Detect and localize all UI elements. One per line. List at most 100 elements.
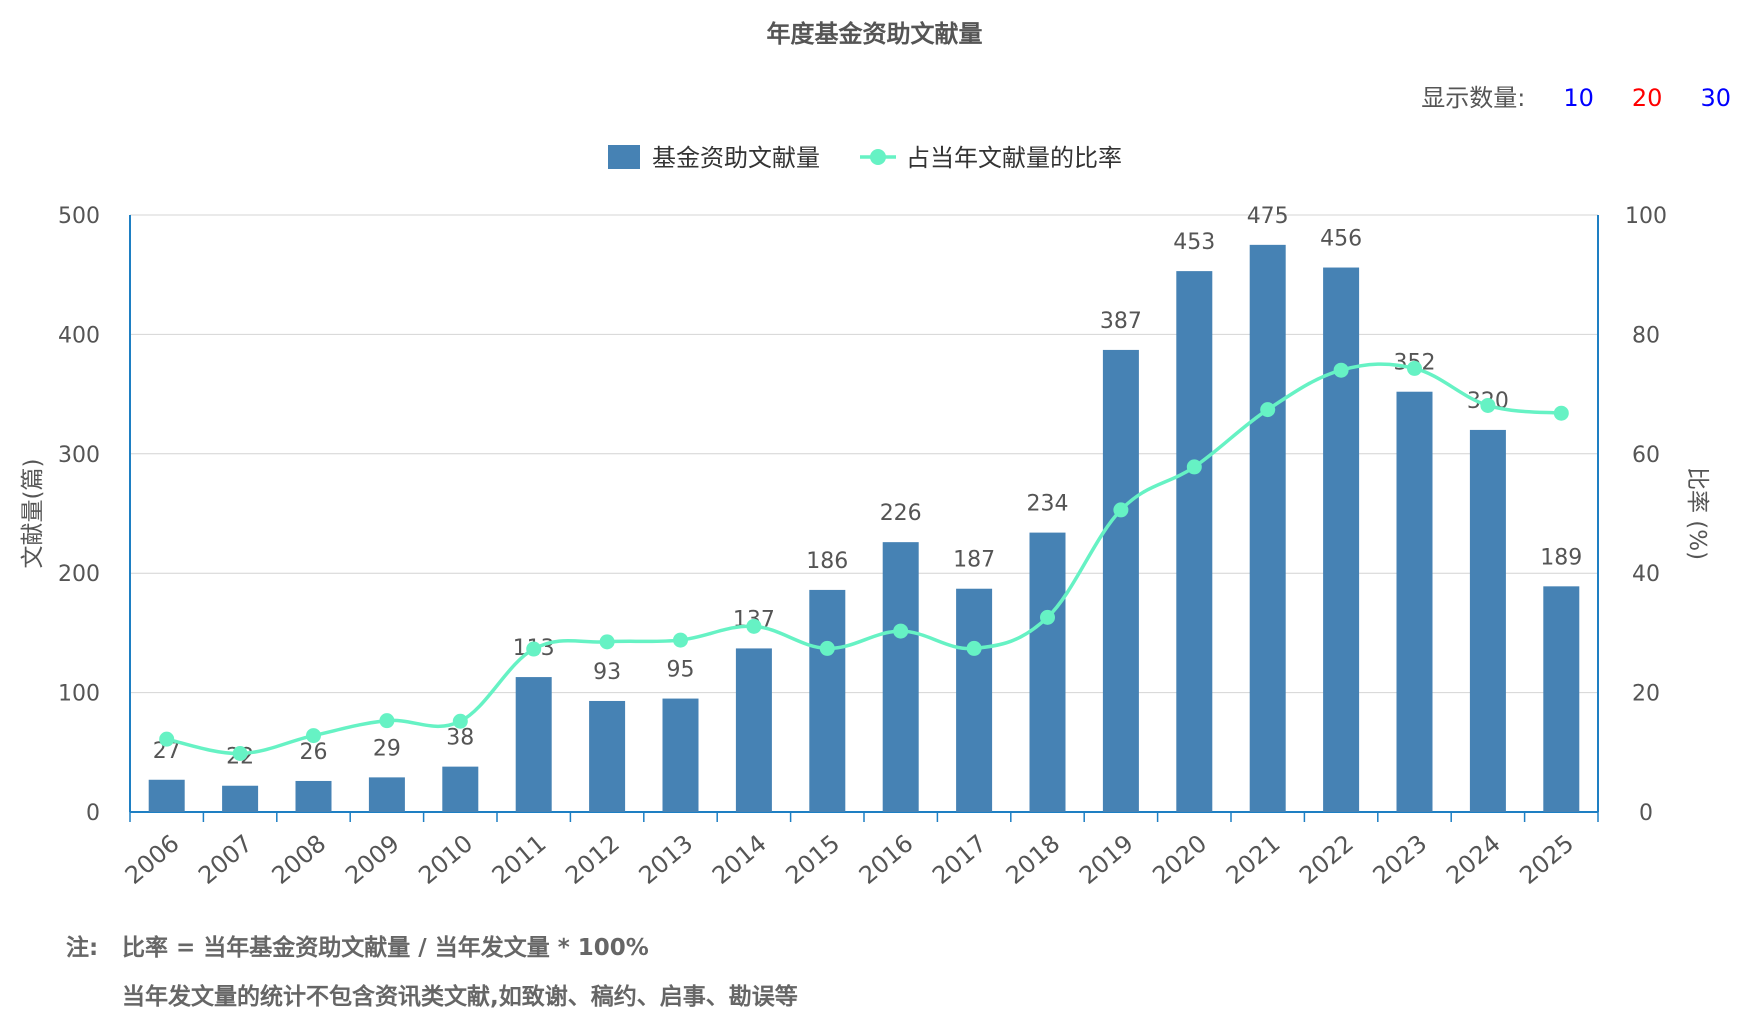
y-axis-title: 文献量(篇) [20, 459, 46, 569]
x-tick-label: 2009 [340, 829, 405, 890]
rate-point [1480, 397, 1496, 413]
x-tick-label: 2006 [120, 829, 185, 890]
x-tick-label: 2017 [927, 829, 992, 890]
y-tick-label: 0 [86, 801, 100, 826]
rate-point [1333, 362, 1349, 378]
rate-point [966, 640, 982, 656]
rate-point [232, 745, 248, 761]
bar [295, 780, 332, 812]
x-tick-label: 2020 [1147, 829, 1212, 890]
bar [735, 648, 772, 812]
y2-tick-label: 100 [1625, 204, 1667, 229]
rate-point [452, 713, 468, 729]
display-count-label: 显示数量: [1421, 84, 1526, 112]
rate-point [1260, 402, 1276, 418]
bar [1249, 244, 1286, 813]
rate-point [746, 618, 762, 634]
bar-value-label: 387 [1100, 309, 1142, 334]
x-tick-label: 2014 [707, 829, 772, 890]
rate-point [1186, 459, 1202, 475]
rate-point [819, 640, 835, 656]
bar [1029, 532, 1066, 812]
rate-point [1113, 502, 1129, 518]
bar [368, 777, 405, 812]
bar-value-label: 189 [1540, 545, 1582, 570]
legend-label-line: 占当年文献量的比率 [906, 144, 1122, 172]
rate-point [893, 623, 909, 639]
bar [809, 589, 846, 812]
x-tick-label: 2010 [413, 829, 478, 890]
bar-value-label: 38 [446, 726, 474, 751]
bar [442, 766, 479, 812]
y2-tick-label: 20 [1632, 682, 1660, 707]
rate-point [1407, 360, 1422, 376]
display-count-20[interactable]: 20 [1631, 84, 1663, 112]
bar [148, 779, 185, 812]
y-tick-label: 100 [58, 682, 100, 707]
x-tick-label: 2013 [634, 829, 699, 890]
bar-value-label: 186 [806, 549, 848, 574]
rate-point [1040, 609, 1055, 625]
x-tick-label: 2025 [1514, 829, 1579, 890]
display-count-selector: 显示数量: 10 20 30 [1421, 78, 1731, 113]
x-tick-label: 2023 [1368, 829, 1433, 890]
display-count-30[interactable]: 30 [1700, 84, 1731, 112]
bar-value-label: 475 [1247, 204, 1289, 229]
bar [956, 588, 993, 812]
display-count-10[interactable]: 10 [1563, 84, 1594, 112]
y2-tick-label: 40 [1632, 562, 1660, 587]
legend-label-bar: 基金资助文献量 [652, 144, 820, 172]
bar-value-label: 453 [1173, 230, 1215, 255]
bar-value-label: 93 [593, 660, 621, 685]
chart-title: 年度基金资助文献量 [766, 20, 983, 48]
y-tick-label: 200 [58, 562, 100, 587]
x-tick-label: 2016 [854, 829, 919, 890]
bar [515, 677, 552, 812]
rate-point [599, 634, 615, 650]
bar [222, 785, 259, 812]
bar-value-label: 26 [300, 740, 328, 765]
note-line-1: 注: 比率 = 当年基金资助文献量 / 当年发文量 * 100% [66, 928, 649, 962]
x-tick-label: 2024 [1441, 829, 1506, 890]
rate-point [306, 728, 321, 744]
bar-value-label: 187 [953, 548, 995, 573]
y2-axis-title: 比率 (%) [1684, 467, 1710, 560]
rate-line [166, 362, 1562, 756]
rate-point [526, 641, 542, 657]
x-tick-label: 2022 [1294, 829, 1359, 890]
x-tick-label: 2012 [560, 829, 625, 890]
rate-point [379, 713, 395, 729]
bar [1543, 586, 1580, 812]
x-tick-label: 2015 [780, 829, 845, 890]
bar [1102, 349, 1139, 812]
legend-swatch-bar [608, 145, 640, 169]
note-prefix: 注: [66, 935, 99, 961]
x-tick-label: 2018 [1001, 829, 1066, 890]
bar-value-label: 95 [667, 658, 695, 683]
x-tick-label: 2007 [193, 829, 258, 890]
bar [882, 542, 919, 812]
y2-tick-label: 60 [1632, 443, 1660, 468]
bar-value-label: 226 [880, 501, 922, 526]
x-tick-label: 2011 [487, 829, 552, 890]
y-tick-label: 400 [58, 323, 100, 348]
bar-value-label: 234 [1027, 492, 1069, 517]
note-formula: 比率 = 当年基金资助文献量 / 当年发文量 * 100% [122, 935, 649, 961]
rate-point [1553, 405, 1569, 421]
y2-tick-label: 0 [1639, 801, 1653, 826]
bar [1396, 391, 1433, 812]
bar-value-label: 29 [373, 736, 401, 761]
y2-tick-label: 80 [1632, 323, 1660, 348]
rate-point [673, 632, 688, 648]
bar [1176, 271, 1213, 812]
y-tick-label: 500 [58, 204, 100, 229]
note-line-2: 当年发文量的统计不包含资讯类文献,如致谢、稿约、启事、勘误等 [122, 984, 798, 1010]
x-tick-label: 2008 [267, 829, 332, 890]
x-tick-label: 2021 [1221, 829, 1286, 890]
bar-value-label: 456 [1320, 227, 1362, 252]
bar [1469, 429, 1506, 812]
y-tick-label: 300 [58, 443, 100, 468]
legend-swatch-point [870, 149, 886, 165]
rate-point [159, 731, 175, 747]
